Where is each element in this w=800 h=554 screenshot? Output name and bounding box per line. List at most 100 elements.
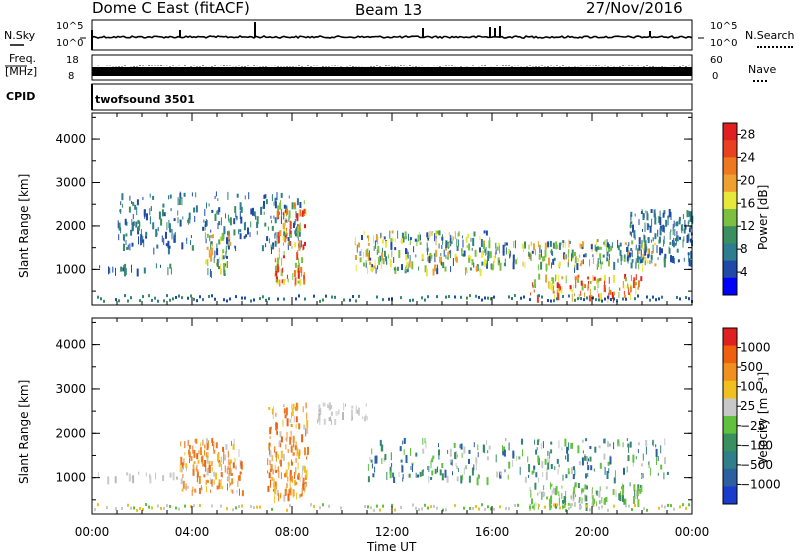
velocity-cell [438,449,440,456]
power-ground-cell [604,297,606,301]
power-cell [152,222,155,230]
power-cell [475,265,478,272]
power-cell [584,292,585,298]
velocity-cell [624,498,627,505]
velocity-cell [568,468,570,472]
power-ground-cell [445,295,447,299]
velocity-cell [200,442,202,447]
velocity-cell [371,448,373,455]
power-cell [556,282,559,289]
power-ground-cell [253,298,255,302]
power-cell [515,259,518,265]
velocity-cell [289,487,292,496]
power-cell [458,239,460,247]
power-cell [538,253,541,260]
velocity-cell [237,480,239,487]
power-ground-cell [226,299,228,303]
velocity-ground-cell [601,505,603,509]
velocity-cell [180,441,182,447]
power-cell [401,237,403,244]
power-cell [530,292,532,296]
velocity-cell [436,466,438,473]
velocity-cell [632,454,635,463]
power-cell [673,258,675,264]
velocity-cell [337,411,339,416]
power-cell [678,219,681,225]
power-cell [604,288,606,293]
velocity-ground-cell [211,504,213,508]
power-cell [385,240,388,248]
velocity-cell [453,442,456,448]
power-cell [402,236,405,243]
velocity-colorbar-tick-label: −25 [740,419,765,433]
velocity-cell [431,458,434,463]
power-cell [457,232,459,237]
power-cell [604,280,605,288]
power-cell [450,266,452,273]
velocity-cell [327,405,329,409]
velocity-cell [592,498,595,507]
velocity-cell [277,431,278,436]
power-cell [669,231,671,240]
power-cell [419,241,422,245]
velocity-cell [574,469,576,476]
power-cell [304,241,306,246]
velocity-cell [285,407,288,416]
velocity-cell [226,476,229,482]
power-cell [462,239,464,248]
power-cell [640,276,643,282]
velocity-ground-cell [643,507,645,511]
velocity-cell [284,488,287,496]
power-cell [558,283,561,291]
power-cell [608,286,610,294]
velocity-ground-cell [436,506,438,510]
velocity-cell [401,464,403,468]
velocity-cell [454,452,457,460]
power-cell [295,228,297,233]
power-cell [608,276,610,284]
power-cell [668,209,671,217]
velocity-cell [389,471,392,479]
velocity-cell [415,472,417,478]
velocity-cell [499,472,502,476]
velocity-colorbar-segment [723,345,737,364]
power-cell [379,255,382,262]
velocity-ground-cell [241,504,243,508]
power-cell [441,261,443,266]
power-cell [638,263,640,270]
velocity-ground-cell [286,508,288,512]
velocity-ground-cell [553,503,555,507]
velocity-cell [205,452,207,458]
velocity-cell [563,496,566,503]
power-ground-cell [676,295,678,299]
velocity-ground-cell [400,505,402,509]
power-cell [643,248,645,254]
power-cell [489,251,492,259]
velocity-cell [535,472,538,478]
power-cell [274,233,276,239]
power-cell [686,210,689,218]
power-cell [283,204,286,209]
power-cell [124,268,126,277]
velocity-cell [285,437,287,441]
velocity-ground-cell [688,503,690,507]
power-cell [288,210,291,219]
velocity-cell [533,469,535,473]
power-ground-cell [319,299,321,303]
power-cell [494,252,496,259]
velocity-cell [639,488,642,494]
power-cell [112,266,114,273]
velocity-colorbar-segment [723,363,737,382]
velocity-colorbar-segment [723,398,737,417]
power-ground-cell [334,295,336,299]
velocity-cell [546,496,549,500]
power-ytick-label: 3000 [55,176,86,190]
velocity-cell [213,449,216,454]
velocity-cell [524,476,527,483]
velocity-cell [211,467,213,472]
power-cell [277,279,280,285]
velocity-ground-cell [238,505,240,509]
power-cell [290,241,292,246]
power-cell [170,208,172,212]
power-cell [593,276,596,281]
